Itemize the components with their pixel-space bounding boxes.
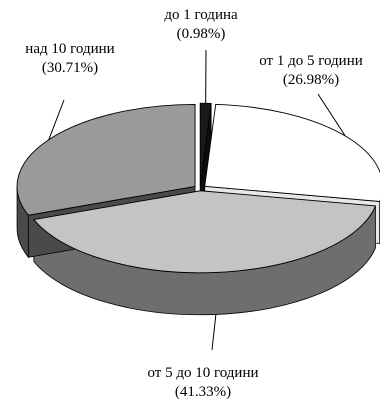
slice-label-value: (26.98%) <box>236 71 380 90</box>
slice-label-name: от 5 до 10 години <box>118 364 288 383</box>
pie-slice <box>205 104 380 201</box>
slice-label-name: от 1 до 5 години <box>236 52 380 71</box>
slice-label-name: до 1 година <box>146 6 256 25</box>
slice-label: от 1 до 5 години (26.98%) <box>236 52 380 90</box>
slice-label: до 1 година (0.98%) <box>146 6 256 44</box>
slice-label: над 10 години (30.71%) <box>0 40 140 78</box>
slice-tops <box>17 103 380 273</box>
slice-label-name: над 10 години <box>0 40 140 59</box>
slice-label-value: (30.71%) <box>0 59 140 78</box>
slice-label-value: (41.33%) <box>118 383 288 402</box>
slice-label: от 5 до 10 години (41.33%) <box>118 364 288 402</box>
slice-label-value: (0.98%) <box>146 25 256 44</box>
leader-line <box>212 314 216 350</box>
